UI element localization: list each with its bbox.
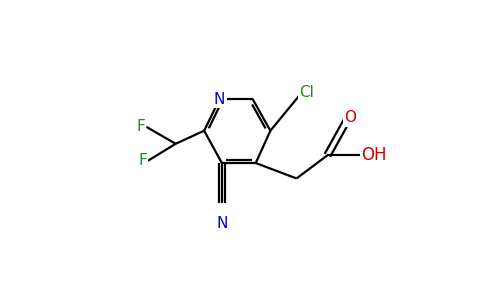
Text: N: N	[214, 92, 225, 106]
Text: F: F	[138, 153, 147, 168]
Text: OH: OH	[362, 146, 387, 164]
Text: F: F	[136, 119, 145, 134]
Text: Cl: Cl	[299, 85, 314, 100]
Text: N: N	[216, 216, 227, 231]
Text: O: O	[345, 110, 356, 125]
